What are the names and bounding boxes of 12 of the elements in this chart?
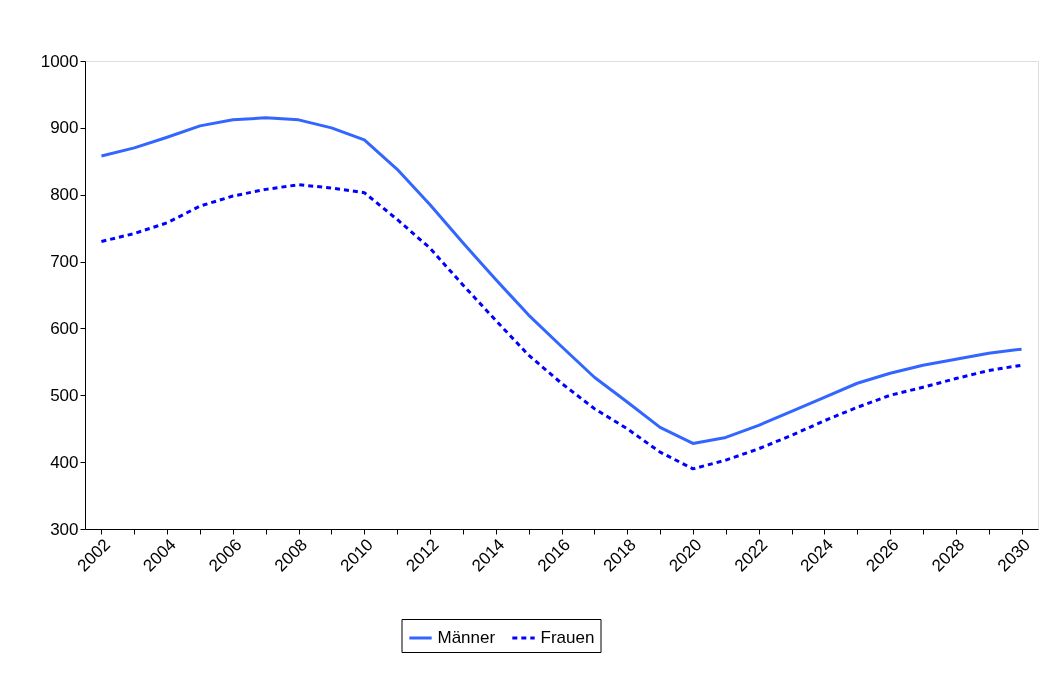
y-tick-label: 400 [50,452,79,472]
legend-label: Männer [437,628,496,647]
y-tick-label: 700 [50,252,79,272]
y-tick-label: 1000 [40,51,79,71]
line-series [99,183,1024,471]
y-tick-label: 800 [50,185,79,205]
legend-label: Frauen [540,628,595,647]
line-series [99,116,1024,445]
y-tick-label: 300 [50,519,79,539]
y-tick-label: 900 [50,118,79,138]
y-tick-label: 600 [50,318,79,338]
y-tick-label: 500 [50,385,79,405]
